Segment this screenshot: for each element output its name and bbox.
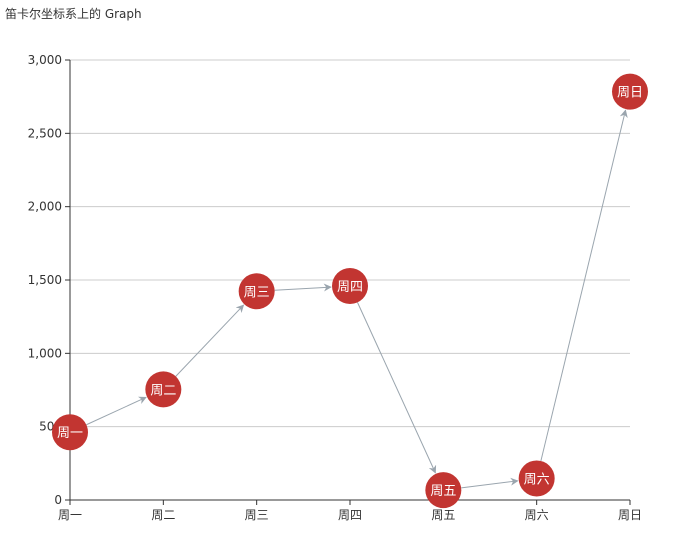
graph-node[interactable] xyxy=(145,371,182,408)
graph-node[interactable] xyxy=(612,73,648,110)
graph-link xyxy=(175,304,245,377)
x-tick-label: 周三 xyxy=(245,508,269,522)
graph-link xyxy=(357,302,437,474)
y-tick-label: 1,500 xyxy=(28,273,62,287)
graph-node-label: 周六 xyxy=(524,472,550,487)
x-tick-label: 周二 xyxy=(151,508,175,522)
graph-link xyxy=(274,283,332,292)
graph-node-label: 周一 xyxy=(57,426,83,441)
y-tick-label: 0 xyxy=(54,493,62,507)
x-tick-label: 周日 xyxy=(618,508,642,522)
graph-node-label: 周二 xyxy=(150,383,176,398)
graph-node[interactable] xyxy=(52,414,88,451)
chart-title: 笛卡尔坐标系上的 Graph xyxy=(5,7,142,21)
graph-node[interactable] xyxy=(425,472,462,509)
graph-node-label: 周五 xyxy=(430,484,456,499)
x-tick-label: 周六 xyxy=(525,508,549,522)
x-tick-label: 周五 xyxy=(431,508,455,522)
x-tick-label: 周一 xyxy=(58,508,82,522)
graph-node[interactable] xyxy=(238,273,275,310)
graph-link xyxy=(461,477,519,489)
graph-node[interactable] xyxy=(518,460,555,497)
graph-link xyxy=(540,109,628,462)
graph-links xyxy=(86,109,628,489)
y-tick-label: 3,000 xyxy=(28,53,62,67)
y-tick-label: 2,500 xyxy=(28,126,62,140)
x-tick-label: 周四 xyxy=(338,508,362,522)
y-tick-label: 1,000 xyxy=(28,346,62,360)
graph-node-label: 周四 xyxy=(337,280,363,295)
grid-lines xyxy=(70,59,630,428)
y-tick-label: 2,000 xyxy=(28,200,62,214)
graph-link xyxy=(86,396,147,426)
graph-node[interactable] xyxy=(332,268,368,305)
graph-node-label: 周日 xyxy=(617,86,643,101)
graph-node-label: 周三 xyxy=(244,285,270,300)
axes: 05001,0001,5002,0002,5003,000周一 周二 周三 周四 周五周… xyxy=(28,53,642,522)
